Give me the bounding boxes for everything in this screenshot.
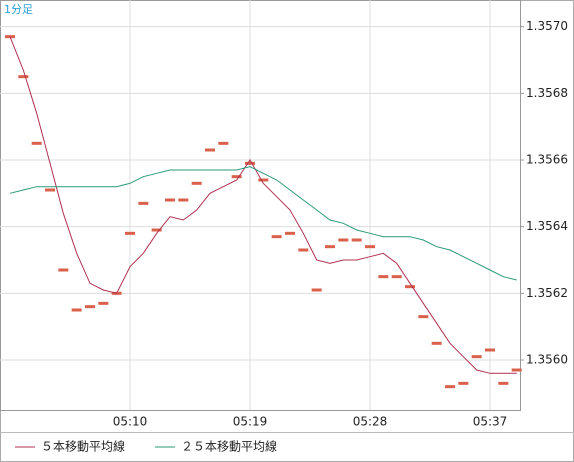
candle	[58, 268, 69, 272]
candle	[458, 381, 469, 385]
x-tick-label: 05:37	[473, 415, 508, 429]
candle	[31, 141, 42, 145]
candle	[231, 175, 242, 179]
candle	[151, 228, 162, 232]
candle	[178, 198, 189, 202]
candle	[511, 368, 522, 372]
candle	[71, 308, 82, 312]
ma-line	[9, 36, 517, 374]
candle	[325, 245, 335, 249]
candle	[311, 288, 322, 292]
y-tick-label: 1.3560	[526, 353, 568, 367]
x-tick-label: 05:10	[113, 415, 148, 429]
y-tick-label: 1.3564	[526, 219, 568, 233]
candle	[98, 301, 109, 305]
ma-line	[9, 166, 517, 281]
y-tick-label: 1.3568	[526, 86, 568, 100]
candle	[165, 198, 175, 202]
candle	[45, 188, 55, 192]
candle	[418, 315, 429, 319]
y-tick-label: 1.3562	[526, 286, 568, 300]
chart-title: 1分足	[4, 3, 33, 16]
candle	[271, 235, 282, 239]
candle	[205, 148, 215, 152]
legend-label: ２５本移動平均線	[181, 439, 277, 454]
candle	[498, 381, 509, 385]
candle	[218, 141, 229, 145]
x-tick-label: 05:19	[233, 415, 268, 429]
candle	[5, 35, 15, 39]
candle	[258, 178, 269, 182]
candle	[485, 348, 495, 352]
plot-area	[0, 0, 521, 411]
candle	[338, 238, 349, 242]
y-tick-label: 1.3570	[526, 19, 568, 33]
candle	[18, 75, 29, 79]
candle	[191, 181, 202, 185]
legend-label: ５本移動平均線	[41, 439, 125, 454]
candle	[365, 245, 375, 249]
candle	[445, 385, 455, 389]
candle	[405, 285, 415, 289]
candle	[298, 248, 309, 252]
candle	[391, 275, 402, 279]
x-tick-label: 05:28	[353, 415, 388, 429]
candle	[431, 341, 442, 345]
candle	[378, 275, 389, 279]
candle	[125, 231, 135, 235]
candle	[285, 231, 295, 235]
candle	[351, 238, 362, 242]
candle	[85, 305, 95, 309]
y-tick-label: 1.3566	[526, 153, 568, 167]
candle	[245, 161, 255, 165]
candle	[471, 355, 482, 359]
candle	[138, 201, 149, 205]
